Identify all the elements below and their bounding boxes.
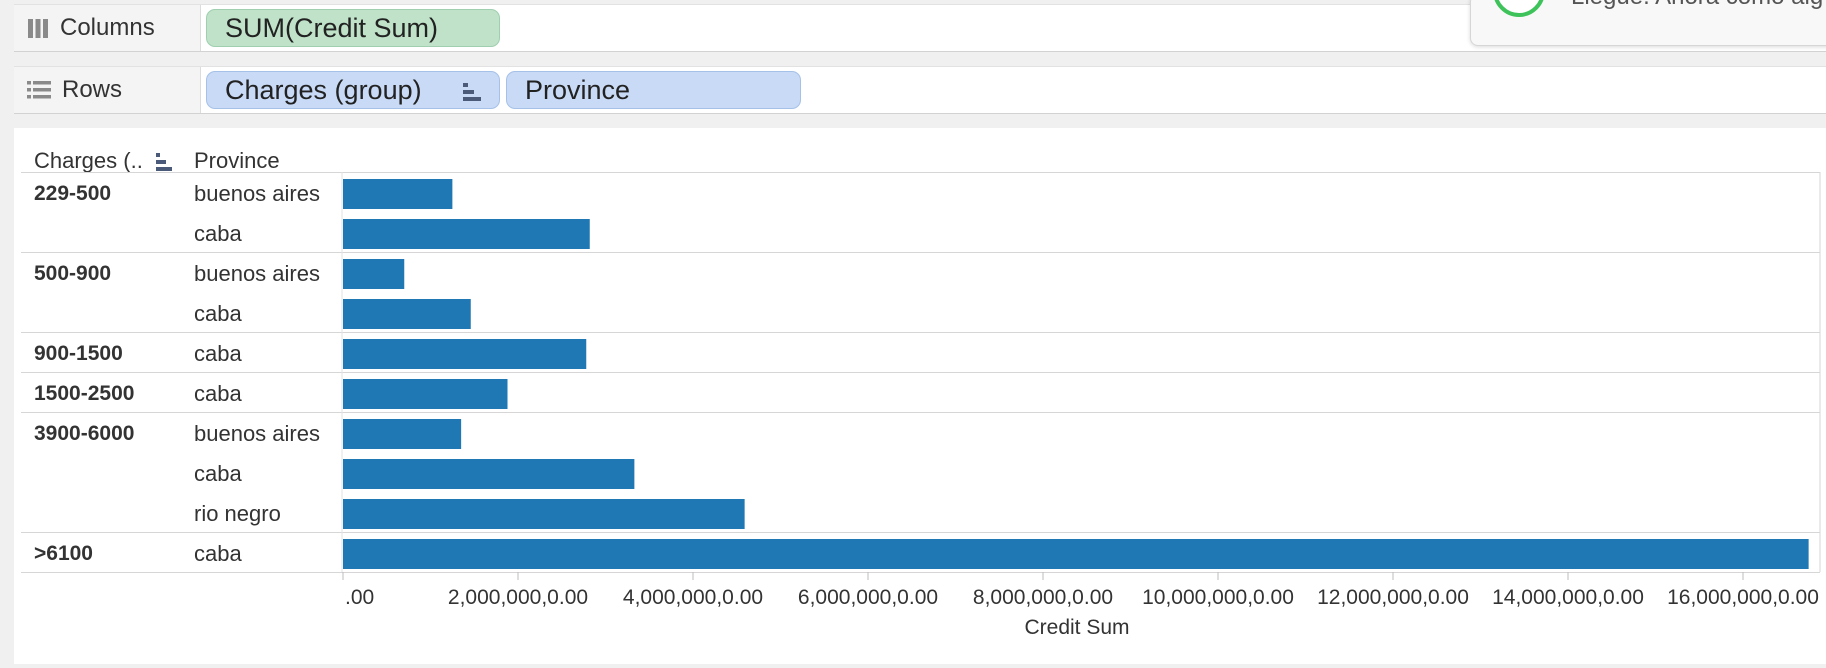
bar[interactable] xyxy=(343,419,461,449)
columns-shelf-label: Columns xyxy=(14,5,201,51)
credit-sum-pill-label: SUM(Credit Sum) xyxy=(225,13,438,44)
columns-label-text: Columns xyxy=(60,14,155,42)
bar[interactable] xyxy=(343,259,404,289)
x-tick-label: 8,000,000,0.00 xyxy=(973,586,1113,609)
columns-icon xyxy=(26,16,50,40)
sort-ascending-icon[interactable] xyxy=(461,82,483,102)
charges-group-pill-label: Charges (group) xyxy=(225,75,422,106)
x-tick-label: 12,000,000,0.00 xyxy=(1317,586,1469,609)
x-tick-label: 2,000,000,0.00 xyxy=(448,586,588,609)
x-tick-label: 16,000,000,0.00 xyxy=(1667,586,1819,609)
x-axis-title[interactable]: Credit Sum xyxy=(1024,616,1129,639)
notification-text: Llegue. Ahora como alg xyxy=(1571,0,1823,11)
bar[interactable] xyxy=(343,179,452,209)
rows-shelf: Rows Charges (group) Province xyxy=(14,66,1826,114)
whatsapp-icon xyxy=(1493,0,1545,17)
bar[interactable] xyxy=(343,499,745,529)
notification-popup[interactable]: Llegue. Ahora como alg xyxy=(1470,0,1826,46)
bar[interactable] xyxy=(343,339,586,369)
rows-icon xyxy=(26,79,52,101)
bar[interactable] xyxy=(343,299,471,329)
x-tick-label: .00 xyxy=(345,586,374,609)
viz-area: Charges (.. Province 229-500 buenos aires… xyxy=(14,128,1826,664)
bar[interactable] xyxy=(343,539,1809,569)
rows-label-text: Rows xyxy=(62,76,122,104)
charges-group-pill[interactable]: Charges (group) xyxy=(206,71,500,109)
bar[interactable] xyxy=(343,219,590,249)
rows-shelf-label: Rows xyxy=(14,67,201,113)
province-pill-label: Province xyxy=(525,75,630,106)
province-pill[interactable]: Province xyxy=(506,71,801,109)
credit-sum-pill[interactable]: SUM(Credit Sum) xyxy=(206,9,500,47)
bar[interactable] xyxy=(343,379,508,409)
x-tick-label: 6,000,000,0.00 xyxy=(798,586,938,609)
x-tick-label: 14,000,000,0.00 xyxy=(1492,586,1644,609)
bar[interactable] xyxy=(343,459,634,489)
x-tick-label: 10,000,000,0.00 xyxy=(1142,586,1294,609)
bar-chart: .00 2,000,000,0.00 4,000,000,0.00 6,000,000… xyxy=(14,128,1826,664)
x-tick-label: 4,000,000,0.00 xyxy=(623,586,763,609)
